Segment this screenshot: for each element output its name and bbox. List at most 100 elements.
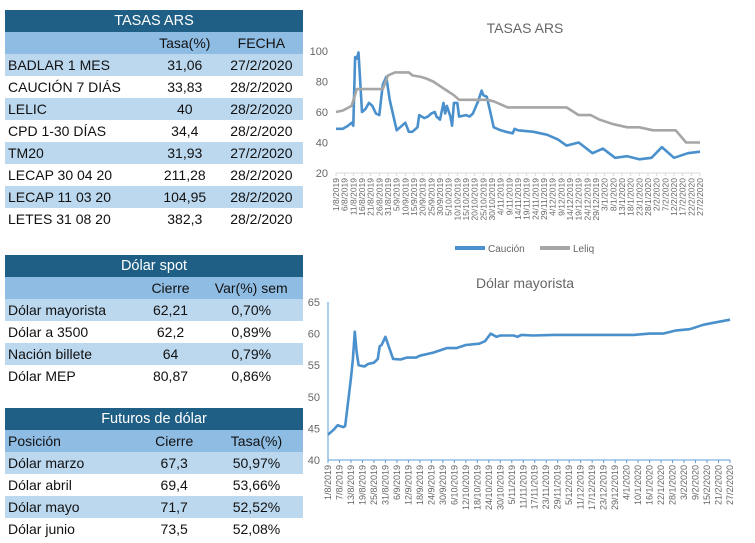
- y-tick-label: 20: [316, 168, 328, 180]
- row-value: 52,52%: [209, 496, 303, 518]
- x-tick-label: 23/1/2020: [634, 178, 644, 216]
- x-tick-label: 9/12/2019: [556, 178, 566, 216]
- x-tick-label: 15/10/2019: [461, 178, 471, 221]
- x-tick-label: 31/8/2019: [383, 178, 393, 216]
- row-label: CPD 1-30 DÍAS: [5, 120, 150, 142]
- col-header: Posición: [5, 430, 139, 452]
- series-line-dolar: [327, 318, 731, 436]
- row-label: BADLAR 1 MES: [5, 54, 150, 76]
- table-row: Dólar a 3500 62,2 0,89%: [5, 321, 303, 343]
- x-tick-label: 1/8/2019: [323, 465, 333, 500]
- x-tick-label: 9/2/2020: [691, 465, 701, 500]
- x-tick-label: 14/12/2019: [565, 178, 575, 221]
- x-tick-label: 3/1/2020: [600, 178, 610, 211]
- row-value: 28/2/2020: [219, 120, 303, 142]
- x-tick-label: 30/10/2019: [495, 465, 505, 510]
- row-value: 62,2: [141, 321, 200, 343]
- tasas-table: TASAS ARS Tasa(%) FECHA BADLAR 1 MES 31,06…: [5, 10, 303, 230]
- row-label: Dólar abril: [5, 474, 139, 496]
- table-title: Futuros de dólar: [5, 408, 303, 430]
- table-row: Dólar marzo 67,3 50,97%: [5, 452, 303, 474]
- x-tick-label: 14/11/2019: [513, 178, 523, 220]
- x-tick-label: 22/1/2020: [656, 465, 666, 505]
- col-header: Var(%) sem: [199, 277, 303, 299]
- x-tick-label: 5/12/2019: [564, 465, 574, 505]
- row-value: 62,21: [141, 299, 200, 321]
- row-value: 40: [149, 98, 220, 120]
- col-header: [5, 277, 142, 299]
- row-value: 73,5: [138, 518, 210, 540]
- x-tick-label: 10/10/2019: [452, 178, 462, 221]
- chart-title: TASAS ARS: [487, 20, 564, 36]
- row-label: Dólar MEP: [5, 365, 142, 387]
- x-tick-label: 3/2/2020: [679, 465, 689, 500]
- table-row: Dólar junio 73,5 52,08%: [5, 518, 303, 540]
- row-value: 31,93: [149, 142, 220, 164]
- x-tick-label: 19/8/2019: [357, 465, 367, 505]
- legend-label: Caución: [488, 244, 525, 255]
- dolar-spot-table: Dólar spot Cierre Var(%) sem Dólar mayori…: [5, 255, 303, 387]
- row-value: 211,28: [149, 164, 220, 186]
- table-row: Dólar abril 69,4 53,66%: [5, 474, 303, 496]
- x-tick-label: 19/12/2019: [574, 178, 584, 221]
- x-tick-label: 19/11/2019: [522, 178, 532, 220]
- x-tick-label: 24/10/2019: [484, 465, 494, 510]
- table-row: LELIC 40 28/2/2020: [5, 98, 303, 120]
- x-tick-label: 25/10/2019: [478, 178, 488, 221]
- x-tick-label: 22/2/2020: [686, 178, 696, 216]
- table-row: TM20 31,93 27/2/2020: [5, 142, 303, 164]
- x-tick-label: 11/8/2019: [348, 178, 358, 215]
- row-value: 64: [141, 343, 200, 365]
- x-tick-label: 13/1/2020: [617, 178, 627, 216]
- x-tick-label: 18/1/2020: [626, 178, 636, 216]
- x-tick-label: 6/9/2019: [392, 465, 402, 500]
- table-row: LECAP 11 03 20 104,95 28/2/2020: [5, 186, 303, 208]
- row-value: 69,4: [138, 474, 210, 496]
- x-tick-label: 7/2/2020: [660, 178, 670, 211]
- row-value: 80,87: [141, 365, 200, 387]
- row-value: 31,06: [149, 54, 220, 76]
- row-value: 0,89%: [199, 321, 303, 343]
- table-row: Dólar mayo 71,7 52,52%: [5, 496, 303, 518]
- x-tick-label: 10/9/2019: [400, 178, 410, 216]
- row-label: Dólar mayorista: [5, 299, 142, 321]
- x-tick-label: 5/10/2019: [444, 178, 454, 216]
- row-value: 28/2/2020: [219, 164, 303, 186]
- x-tick-label: 13/8/2019: [346, 465, 356, 505]
- x-tick-label: 26/8/2019: [374, 178, 384, 216]
- x-tick-label: 12/2/2020: [669, 178, 679, 216]
- x-tick-label: 27/2/2020: [695, 178, 705, 216]
- row-value: 67,3: [138, 452, 210, 474]
- row-value: 0,70%: [199, 299, 303, 321]
- x-tick-label: 17/11/2019: [530, 465, 540, 509]
- legend-label: Leliq: [573, 244, 594, 255]
- col-header: Tasa(%): [209, 430, 303, 452]
- row-label: Nación billete: [5, 343, 142, 365]
- tasas-line-chart: TASAS ARS 20 40 60 80 100 1/8/20196/8/201911/…: [310, 20, 705, 255]
- futuros-table: Futuros de dólar Posición Cierre Tasa(%) D…: [5, 408, 303, 540]
- x-tick-label: 24/9/2019: [426, 465, 436, 505]
- x-tick-label: 24/11/2019: [530, 178, 540, 220]
- series-line-caucion: [336, 51, 701, 161]
- row-value: 28/2/2020: [219, 98, 303, 120]
- table-row: Nación billete 64 0,79%: [5, 343, 303, 365]
- x-tick-label: 23/11/2019: [541, 465, 551, 509]
- table-row: CAUCIÓN 7 DIÁS 33,83 28/2/2020: [5, 76, 303, 98]
- table-row: CPD 1-30 DÍAS 34,4 28/2/2020: [5, 120, 303, 142]
- x-tick-label: 29/12/2019: [610, 465, 620, 510]
- table-title: TASAS ARS: [5, 10, 303, 32]
- x-tick-label: 24/12/2019: [582, 178, 592, 221]
- row-label: Dólar a 3500: [5, 321, 142, 343]
- x-tick-label: 23/12/2019: [599, 465, 609, 510]
- y-tick-label: 40: [316, 138, 328, 150]
- x-tick-label: 4/12/2019: [548, 178, 558, 216]
- row-value: 33,83: [149, 76, 220, 98]
- table-title: Dólar spot: [5, 255, 303, 277]
- x-tick-label: 12/10/2019: [461, 465, 471, 510]
- y-tick-label: 50: [308, 392, 320, 404]
- row-label: LECAP 30 04 20: [5, 164, 150, 186]
- x-tick-label: 6/8/2019: [340, 178, 350, 211]
- x-tick-label: 30/10/2019: [487, 178, 497, 221]
- row-value: 34,4: [149, 120, 220, 142]
- col-header: FECHA: [219, 32, 303, 54]
